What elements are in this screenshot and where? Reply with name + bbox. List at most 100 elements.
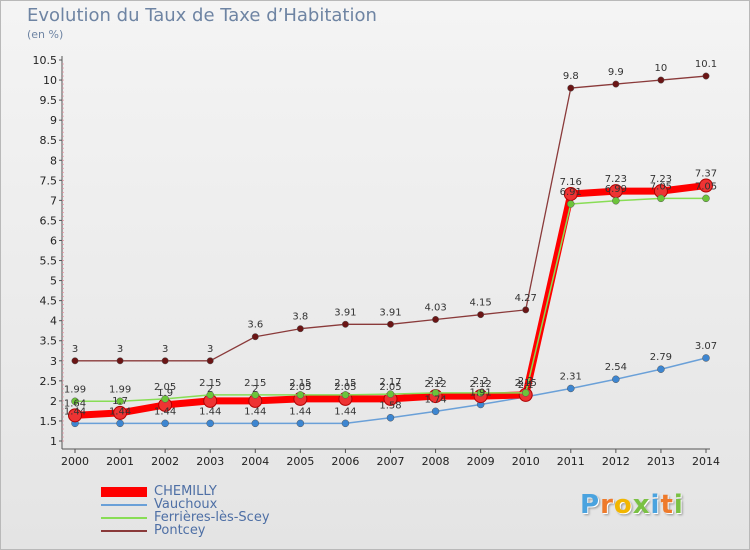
data-label: 3.91 — [334, 307, 356, 318]
data-label: 1.44 — [64, 406, 86, 417]
data-label: 1.58 — [379, 401, 401, 412]
data-point — [522, 306, 530, 314]
y-tick-label: 5.5 — [40, 255, 58, 268]
data-label: 2.15 — [244, 378, 266, 389]
y-tick-label: 6 — [50, 234, 57, 247]
data-label: 2.2 — [518, 376, 534, 387]
data-point — [71, 397, 79, 406]
x-tick-label: 2008 — [422, 455, 450, 468]
y-tick-label: 6.5 — [40, 214, 58, 227]
legend-label: CHEMILLY — [154, 484, 217, 499]
data-label: 9.9 — [608, 67, 624, 78]
proxiti-logo: Proxiti — [580, 490, 684, 520]
legend-label: Pontcey — [154, 523, 206, 538]
data-label: 3 — [117, 344, 123, 355]
legend-swatch — [101, 503, 147, 506]
data-point — [113, 405, 128, 420]
data-label: 7.23 — [650, 174, 672, 185]
data-label: 2.1 — [518, 380, 534, 391]
y-tick-label: 3.5 — [40, 335, 58, 348]
data-label: 1.74 — [424, 394, 446, 405]
data-point — [567, 200, 575, 208]
data-point — [296, 391, 305, 399]
data-point — [116, 397, 124, 406]
data-label: 1.44 — [334, 406, 356, 417]
data-point — [702, 354, 710, 362]
y-tick-label: 8.5 — [40, 134, 58, 147]
data-label: 2.05 — [154, 382, 176, 393]
legend-swatch — [101, 486, 147, 497]
data-point — [612, 197, 620, 205]
legend-label: Ferrières-lès-Scey — [154, 510, 270, 525]
data-point — [657, 194, 665, 203]
data-label: 1.64 — [64, 398, 86, 409]
x-tick-label: 2013 — [647, 455, 675, 468]
data-point — [431, 407, 440, 416]
data-point — [477, 311, 485, 319]
data-label: 2.05 — [379, 382, 401, 393]
x-tick-label: 2012 — [602, 455, 630, 468]
data-label: 2.15 — [334, 378, 356, 389]
y-tick-label: 3 — [50, 355, 57, 368]
y-tick-label: 2 — [50, 395, 57, 408]
y-tick-label: 10.5 — [33, 54, 58, 67]
data-label: 6.99 — [605, 184, 627, 195]
data-point — [657, 76, 665, 84]
y-tick-label: 4.5 — [40, 295, 58, 308]
data-label: 1.99 — [64, 384, 86, 395]
data-point — [702, 72, 710, 80]
legend-item: Pontcey — [101, 524, 270, 537]
data-label: 7.05 — [695, 181, 717, 192]
data-point — [296, 419, 305, 428]
legend-swatch — [101, 529, 147, 532]
data-label: 3 — [72, 344, 78, 355]
data-label: 3 — [162, 344, 168, 355]
data-label: 2.15 — [289, 378, 311, 389]
data-label: 1.44 — [199, 406, 221, 417]
x-tick-label: 2005 — [286, 455, 314, 468]
chart-title: Evolution du Taux de Taxe d’Habitation — [27, 5, 377, 26]
data-point — [68, 408, 82, 423]
data-point — [476, 389, 485, 397]
y-tick-label: 7.5 — [40, 174, 58, 187]
x-tick-label: 2001 — [106, 455, 134, 468]
data-label: 2.2 — [473, 376, 489, 387]
data-label: 2.17 — [379, 377, 401, 388]
legend-item: CHEMILLY — [101, 485, 270, 498]
data-label: 4.27 — [515, 293, 537, 304]
x-tick-label: 2004 — [241, 455, 269, 468]
data-label: 1.7 — [112, 396, 128, 407]
data-label: 3.91 — [379, 307, 401, 318]
y-axis-unit: (en %) — [27, 28, 64, 41]
x-tick-label: 2007 — [377, 455, 405, 468]
y-tick-label: 9.5 — [40, 94, 58, 107]
y-tick-label: 2.5 — [40, 375, 58, 388]
data-point — [206, 391, 214, 399]
data-label: 7.16 — [560, 177, 582, 188]
data-point — [699, 178, 713, 193]
data-label: 2.15 — [515, 378, 537, 389]
data-point — [161, 395, 169, 403]
data-point — [251, 419, 260, 428]
data-point — [206, 357, 214, 365]
data-point — [432, 316, 440, 323]
x-tick-label: 2003 — [196, 455, 224, 468]
data-label: 1.44 — [244, 406, 266, 417]
x-tick-label: 2014 — [692, 455, 720, 468]
series-data-labels: 1.64 1.7 1.9 2 2 2.05 2.05 2.05 2.12 2.12 2.15 7.16… — [64, 59, 717, 417]
data-point — [431, 389, 440, 397]
data-label: 2.2 — [428, 376, 444, 387]
data-point — [657, 365, 665, 373]
data-label: 2.12 — [424, 379, 446, 390]
data-point — [341, 419, 350, 428]
data-point — [341, 320, 349, 328]
data-label: 1.99 — [109, 384, 131, 395]
legend-item: Ferrières-lès-Scey — [101, 511, 270, 524]
y-tick-label: 10 — [43, 74, 57, 87]
data-label: 1.44 — [109, 406, 131, 417]
data-label: 1.44 — [289, 406, 311, 417]
data-point — [612, 80, 620, 88]
legend-label: Vauchoux — [154, 497, 218, 512]
